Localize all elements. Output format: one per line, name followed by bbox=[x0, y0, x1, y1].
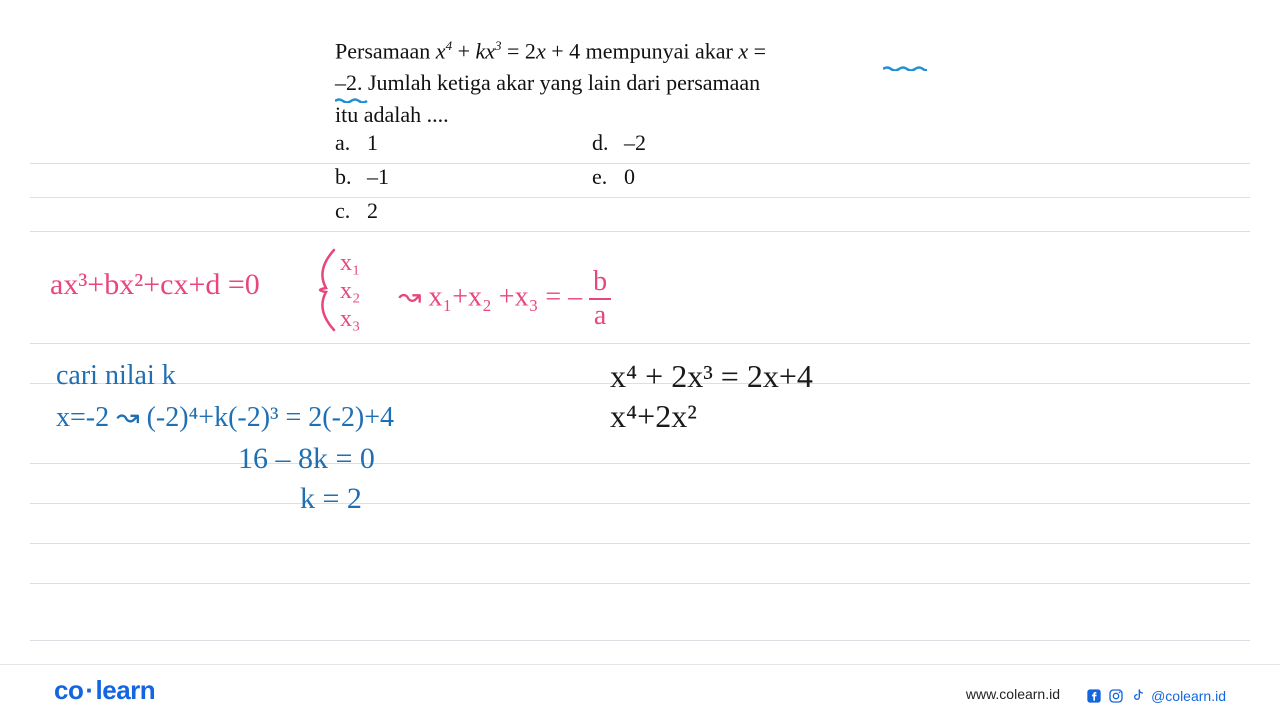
rule-line bbox=[30, 583, 1250, 584]
math-x: x bbox=[485, 38, 495, 63]
instagram-icon bbox=[1107, 687, 1125, 705]
hand-root-x1: x₁ bbox=[340, 250, 360, 277]
fraction: b a bbox=[589, 268, 611, 330]
hand-rhs-2: x⁴+2x² bbox=[610, 398, 697, 435]
hand-rhs-1: x⁴ + 2x³ = 2x+4 bbox=[610, 358, 813, 395]
rule-line bbox=[30, 231, 1250, 232]
problem-text: Persamaan x4 + kx3 = 2x + 4 mempunyai ak… bbox=[335, 30, 955, 131]
option-c: c.2 bbox=[335, 198, 389, 232]
math-x: x bbox=[738, 38, 748, 63]
underline-squiggle bbox=[883, 58, 927, 63]
text: Persamaan bbox=[335, 38, 436, 63]
option-value: 2 bbox=[367, 198, 378, 223]
option-value: 1 bbox=[367, 130, 378, 155]
math-k: k bbox=[475, 38, 485, 63]
options-col-1: a.1 b.–1 c.2 bbox=[335, 130, 389, 232]
hand-root-x3: x₃ bbox=[340, 306, 360, 333]
math-tail: + 4 bbox=[546, 38, 580, 63]
option-b: b.–1 bbox=[335, 164, 389, 198]
hand-step-2: 16 – 8k = 0 bbox=[238, 442, 375, 476]
option-label: b. bbox=[335, 164, 367, 190]
fraction-den: a bbox=[589, 300, 611, 330]
rule-line bbox=[30, 640, 1250, 641]
logo-dot: · bbox=[83, 675, 95, 705]
text: mempunyai akar bbox=[580, 38, 738, 63]
hand-vieta-lead: ↝ x₁+x₂ +x₃ = – bbox=[398, 281, 582, 312]
hand-vieta: ↝ x₁+x₂ +x₃ = – b a bbox=[398, 268, 611, 330]
problem-line-3: itu adalah .... bbox=[335, 99, 955, 131]
facebook-icon bbox=[1085, 687, 1103, 705]
option-label: e. bbox=[592, 164, 624, 190]
option-d: d.–2 bbox=[592, 130, 646, 164]
website-url: www.colearn.id bbox=[966, 686, 1060, 702]
footer: co·learn www.colearn.id @colearn.id bbox=[0, 664, 1280, 720]
option-label: c. bbox=[335, 198, 367, 224]
option-value: 0 bbox=[624, 164, 635, 189]
social-handle: @colearn.id bbox=[1151, 688, 1226, 704]
hand-root-x2: x₂ bbox=[340, 278, 360, 305]
rule-line bbox=[30, 503, 1250, 504]
option-label: d. bbox=[592, 130, 624, 156]
brand-logo: co·learn bbox=[54, 675, 155, 706]
option-label: a. bbox=[335, 130, 367, 156]
math-plus: + bbox=[452, 38, 475, 63]
curly-brace-icon bbox=[310, 246, 340, 334]
underline-squiggle bbox=[335, 90, 369, 95]
option-value: –1 bbox=[367, 164, 389, 189]
rule-line bbox=[30, 543, 1250, 544]
options-col-2: d.–2 e.0 bbox=[592, 130, 646, 198]
hand-substitution: x=-2 ↝ (-2)⁴+k(-2)³ = 2(-2)+4 bbox=[56, 400, 394, 434]
logo-part-1: co bbox=[54, 675, 83, 705]
social-links: @colearn.id bbox=[1085, 687, 1226, 705]
option-a: a.1 bbox=[335, 130, 389, 164]
problem-line-1: Persamaan x4 + kx3 = 2x + 4 mempunyai ak… bbox=[335, 30, 955, 67]
logo-part-2: learn bbox=[96, 675, 156, 705]
page: Persamaan x4 + kx3 = 2x + 4 mempunyai ak… bbox=[0, 0, 1280, 720]
rule-line bbox=[30, 343, 1250, 344]
math-eq: = 2 bbox=[502, 38, 536, 63]
rule-line bbox=[30, 463, 1250, 464]
math-x: x bbox=[436, 38, 446, 63]
option-e: e.0 bbox=[592, 164, 646, 198]
fraction-num: b bbox=[589, 268, 611, 300]
option-value: –2 bbox=[624, 130, 646, 155]
text: = bbox=[748, 38, 766, 63]
hand-cubic-eq: ax³+bx²+cx+d =0 bbox=[50, 268, 260, 302]
hand-step-3: k = 2 bbox=[300, 482, 362, 516]
problem-line-2: –2. Jumlah ketiga akar yang lain dari pe… bbox=[335, 67, 955, 99]
tiktok-icon bbox=[1129, 687, 1147, 705]
math-x: x bbox=[536, 38, 546, 63]
hand-cari-nilai-k: cari nilai k bbox=[56, 360, 176, 392]
